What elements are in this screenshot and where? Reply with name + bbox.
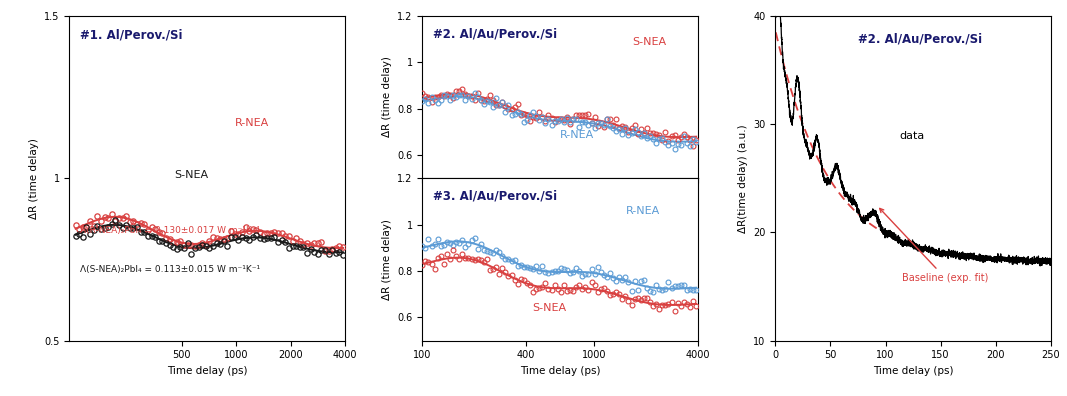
Text: #1. Al/Perov./Si: #1. Al/Perov./Si — [80, 29, 182, 42]
Text: #2. Al/Au/Perov./Si: #2. Al/Au/Perov./Si — [433, 27, 557, 40]
Text: R-NEA: R-NEA — [560, 129, 594, 140]
Text: S-NEA: S-NEA — [632, 37, 666, 47]
Text: #3. Al/Au/Perov./Si: #3. Al/Au/Perov./Si — [433, 190, 557, 203]
Text: Baseline (exp. fit): Baseline (exp. fit) — [879, 208, 988, 283]
X-axis label: Time delay (ps): Time delay (ps) — [520, 366, 601, 376]
Text: S-NEA: S-NEA — [532, 303, 567, 313]
Text: S-NEA: S-NEA — [174, 170, 208, 180]
Text: R-NEA: R-NEA — [626, 206, 660, 216]
Y-axis label: ΔR (time delay): ΔR (time delay) — [29, 138, 38, 219]
Y-axis label: ΔR (time delay): ΔR (time delay) — [382, 57, 392, 137]
Text: Λ(S-NEA)₂PbI₄ = 0.113±0.015 W m⁻¹K⁻¹: Λ(S-NEA)₂PbI₄ = 0.113±0.015 W m⁻¹K⁻¹ — [80, 265, 260, 274]
Text: data: data — [899, 131, 925, 141]
Y-axis label: ΔR(time delay) (a.u.): ΔR(time delay) (a.u.) — [737, 124, 748, 232]
Text: #2. Al/Au/Perov./Si: #2. Al/Au/Perov./Si — [858, 32, 982, 45]
Text: Λ(R-NEA)₂PbI₄ = 0.130±0.017 W m⁻¹K⁻¹: Λ(R-NEA)₂PbI₄ = 0.130±0.017 W m⁻¹K⁻¹ — [80, 227, 260, 235]
X-axis label: Time delay (ps): Time delay (ps) — [873, 366, 954, 376]
Text: R-NEA: R-NEA — [235, 118, 269, 128]
X-axis label: Time delay (ps): Time delay (ps) — [166, 366, 248, 376]
Y-axis label: ΔR (time delay): ΔR (time delay) — [382, 219, 392, 300]
